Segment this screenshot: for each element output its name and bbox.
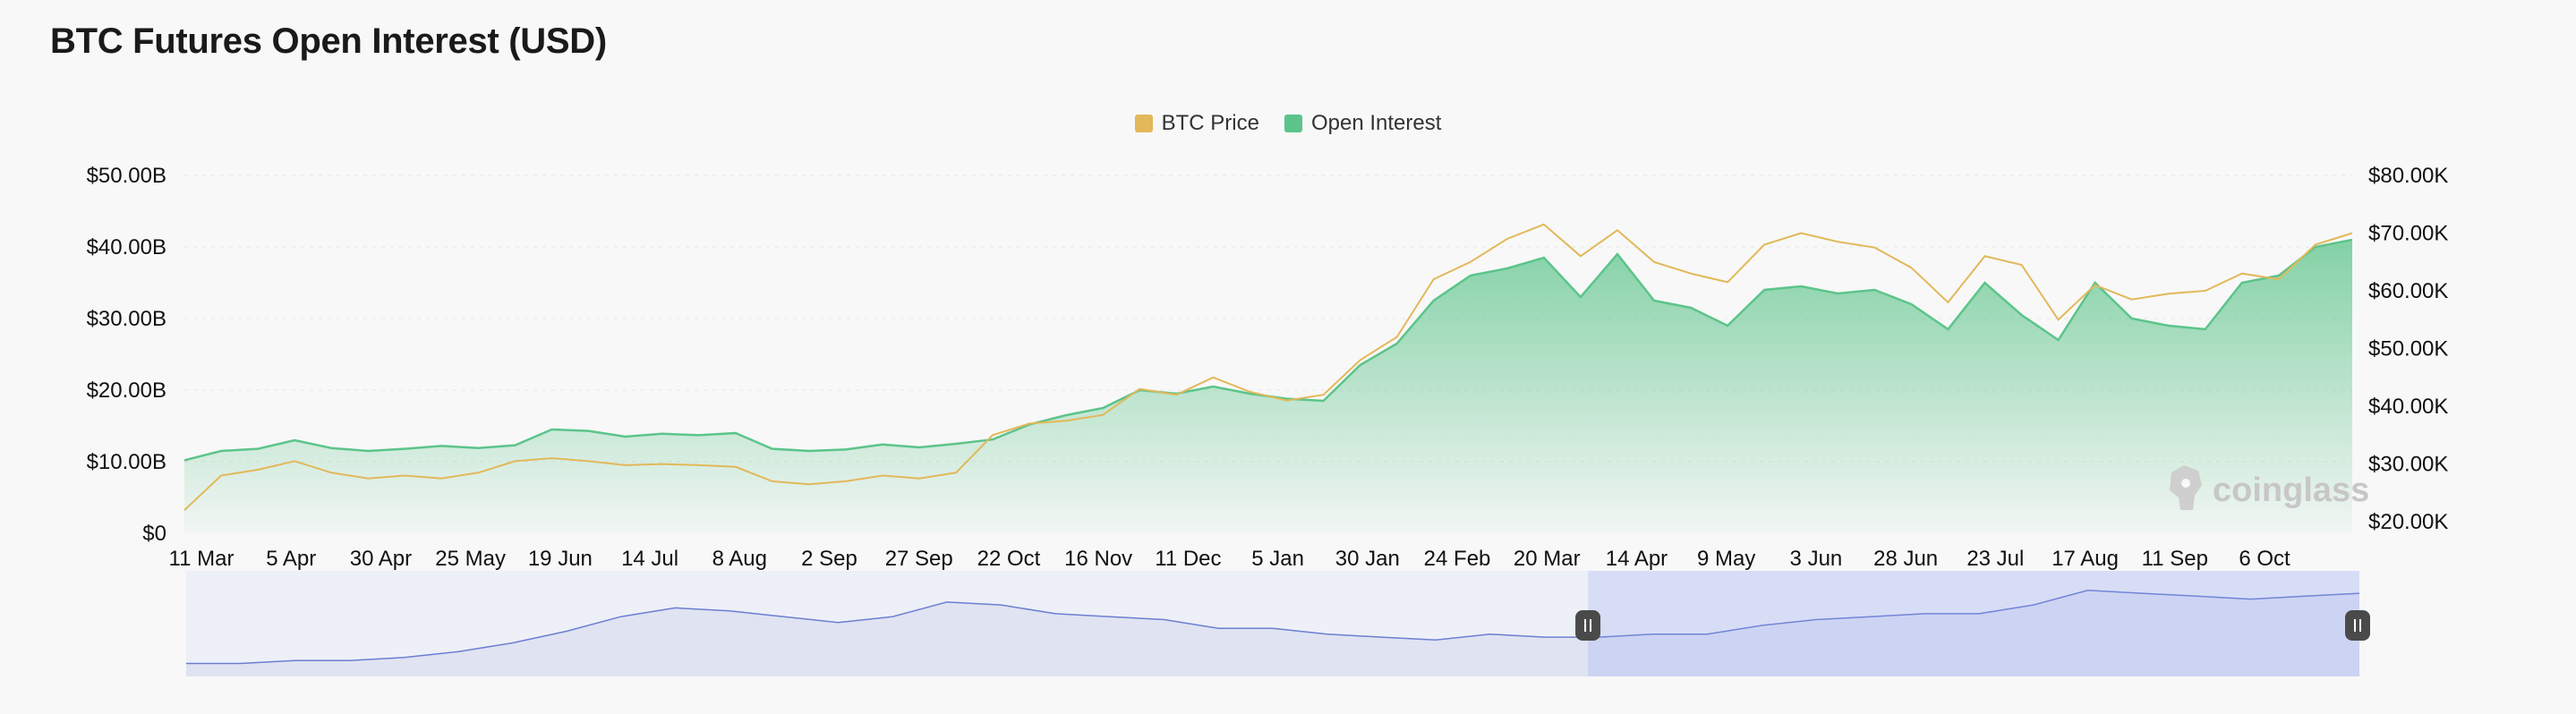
navigator-area xyxy=(186,590,2359,676)
x-axis-tick: 23 Jul xyxy=(1966,547,2024,571)
left-axis: $0 $10.00B $20.00B $30.00B $40.00B $50.00B xyxy=(87,164,166,546)
right-axis-tick: $50.00K xyxy=(2368,337,2448,361)
coinglass-logo-icon xyxy=(2170,465,2202,510)
right-axis: $20.00K $30.00K $40.00K $50.00K $60.00K $70.0… xyxy=(2368,164,2448,534)
x-axis-tick: 30 Jan xyxy=(1335,547,1400,571)
left-axis-tick: $10.00B xyxy=(87,450,166,474)
x-axis-tick: 25 May xyxy=(435,547,506,571)
right-axis-tick: $20.00K xyxy=(2368,510,2448,534)
right-axis-tick: $60.00K xyxy=(2368,279,2448,303)
handle-body xyxy=(2345,610,2370,641)
x-axis-tick: 17 Aug xyxy=(2051,547,2119,571)
x-axis-tick: 5 Apr xyxy=(266,547,316,571)
legend-item-open-interest[interactable]: Open Interest xyxy=(1284,111,1441,136)
btc-price-line xyxy=(183,223,2353,511)
navigator[interactable] xyxy=(186,571,2370,676)
x-axis-tick: 20 Mar xyxy=(1514,547,1581,571)
navigator-handle-left[interactable] xyxy=(1575,610,1601,641)
x-axis-tick: 27 Sep xyxy=(885,547,953,571)
x-axis-tick: 6 Oct xyxy=(2239,547,2290,571)
x-axis-tick: 19 Jun xyxy=(528,547,593,571)
coinglass-watermark: coinglass xyxy=(2170,465,2369,510)
x-axis-tick: 14 Apr xyxy=(1606,547,1668,571)
legend-swatch-btc-price xyxy=(1134,115,1153,132)
plot-series xyxy=(183,223,2353,533)
x-axis-tick: 9 May xyxy=(1697,547,1755,571)
x-axis-tick: 16 Nov xyxy=(1064,547,1132,571)
right-axis-tick: $40.00K xyxy=(2368,395,2448,419)
legend-swatch-open-interest xyxy=(1284,115,1302,132)
x-axis-tick: 11 Dec xyxy=(1155,547,1221,571)
right-axis-tick: $70.00K xyxy=(2368,222,2448,246)
x-axis-tick: 30 Apr xyxy=(350,547,412,571)
left-axis-tick: $20.00B xyxy=(87,378,166,403)
open-interest-area xyxy=(184,240,2352,533)
x-axis-tick: 5 Jan xyxy=(1251,547,1304,571)
right-axis-tick: $30.00K xyxy=(2368,453,2448,477)
chart-legend: BTC Price Open Interest xyxy=(0,111,2576,136)
right-axis-tick: $80.00K xyxy=(2368,164,2448,188)
x-axis-tick: 8 Aug xyxy=(712,547,767,571)
left-axis-tick: $40.00B xyxy=(87,235,166,259)
legend-label-btc-price: BTC Price xyxy=(1161,111,1259,135)
legend-label-open-interest: Open Interest xyxy=(1310,111,1442,135)
navigator-selection[interactable] xyxy=(1588,571,2359,676)
x-axis-tick: 3 Jun xyxy=(1790,547,1843,571)
x-axis-tick: 14 Jul xyxy=(621,547,678,571)
watermark-text: coinglass xyxy=(2213,472,2369,509)
chart-title: BTC Futures Open Interest (USD) xyxy=(50,21,607,61)
x-axis-tick: 24 Feb xyxy=(1424,547,1491,571)
x-axis-tick: 11 Mar xyxy=(169,547,235,571)
navigator-handle-right[interactable] xyxy=(2345,610,2370,641)
left-axis-tick: $30.00B xyxy=(87,307,166,331)
legend-item-btc-price[interactable]: BTC Price xyxy=(1134,111,1259,136)
x-axis-tick: 2 Sep xyxy=(801,547,857,571)
left-axis-tick: $0 xyxy=(142,522,166,546)
handle-body xyxy=(1575,610,1601,641)
x-axis-tick: 11 Sep xyxy=(2142,547,2208,571)
x-axis: 11 Mar 5 Apr 30 Apr 25 May 19 Jun 14 Jul 8 Aug… xyxy=(169,547,2290,571)
x-axis-tick: 28 Jun xyxy=(1873,547,1938,571)
left-axis-tick: $50.00B xyxy=(87,164,166,188)
x-axis-tick: 22 Oct xyxy=(977,547,1041,571)
navigator-line xyxy=(186,590,2360,665)
